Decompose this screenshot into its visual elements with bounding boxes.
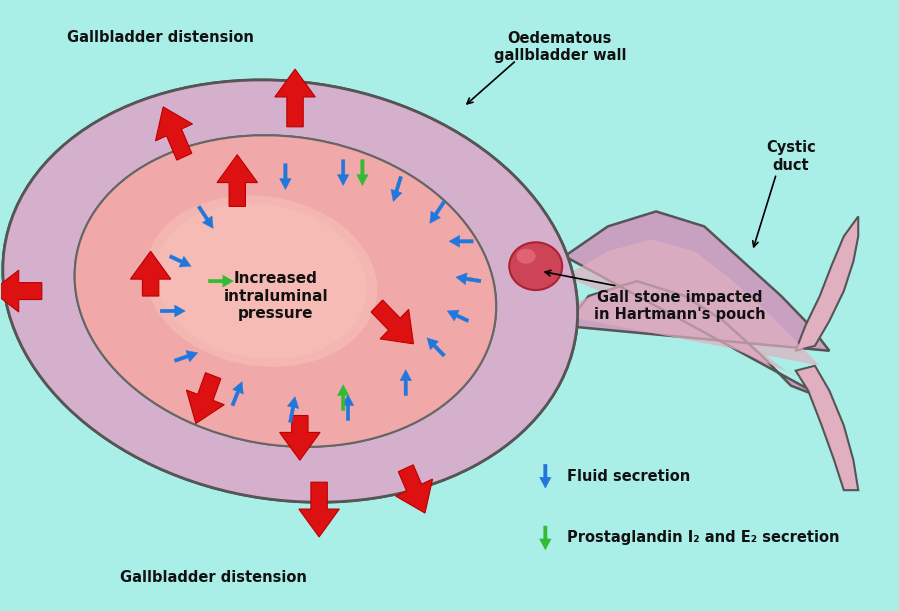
Ellipse shape [3, 80, 578, 502]
FancyArrow shape [217, 155, 257, 207]
FancyArrow shape [298, 482, 339, 537]
FancyArrow shape [343, 395, 354, 420]
FancyArrow shape [400, 370, 412, 395]
Ellipse shape [516, 249, 536, 264]
FancyArrow shape [186, 373, 224, 423]
Text: Increased
intraluminal
pressure: Increased intraluminal pressure [224, 271, 328, 321]
FancyArrow shape [357, 159, 369, 186]
FancyArrow shape [156, 107, 192, 160]
FancyArrow shape [337, 385, 349, 411]
FancyArrow shape [450, 235, 473, 247]
FancyArrow shape [427, 338, 445, 357]
Ellipse shape [146, 196, 378, 367]
FancyArrow shape [396, 465, 432, 513]
FancyArrow shape [0, 270, 42, 312]
Ellipse shape [106, 159, 465, 423]
FancyArrow shape [337, 159, 349, 186]
FancyArrow shape [280, 415, 320, 460]
Polygon shape [796, 216, 859, 351]
FancyArrow shape [430, 200, 446, 224]
Ellipse shape [75, 135, 496, 447]
FancyArrow shape [539, 464, 551, 488]
FancyArrow shape [275, 69, 316, 127]
Polygon shape [565, 240, 820, 386]
FancyArrow shape [447, 310, 469, 323]
Text: Gallbladder distension: Gallbladder distension [67, 30, 254, 45]
Ellipse shape [156, 203, 367, 359]
Text: Prostaglandin I₂ and E₂ secretion: Prostaglandin I₂ and E₂ secretion [566, 530, 839, 546]
Polygon shape [796, 366, 859, 490]
Text: Gall stone impacted
in Hartmann's pouch: Gall stone impacted in Hartmann's pouch [594, 290, 766, 322]
Text: Cystic
duct: Cystic duct [766, 141, 815, 173]
Ellipse shape [509, 243, 562, 290]
FancyArrow shape [174, 351, 198, 362]
FancyArrow shape [198, 205, 213, 229]
Ellipse shape [159, 197, 412, 384]
FancyArrow shape [539, 526, 551, 550]
Polygon shape [565, 211, 830, 401]
FancyArrow shape [280, 164, 291, 189]
Ellipse shape [3, 80, 578, 502]
FancyArrow shape [209, 275, 234, 287]
Text: Gallbladder distension: Gallbladder distension [120, 570, 307, 585]
FancyArrow shape [288, 397, 298, 423]
Text: Oedematous
gallbladder wall: Oedematous gallbladder wall [494, 31, 626, 64]
FancyArrow shape [130, 251, 171, 296]
Ellipse shape [75, 135, 496, 447]
FancyArrow shape [231, 382, 244, 406]
Text: Fluid secretion: Fluid secretion [566, 469, 690, 484]
FancyArrow shape [391, 176, 403, 202]
FancyArrow shape [160, 305, 185, 317]
FancyArrow shape [169, 255, 191, 267]
FancyArrow shape [456, 273, 481, 285]
Ellipse shape [75, 135, 496, 447]
FancyArrow shape [371, 300, 414, 344]
